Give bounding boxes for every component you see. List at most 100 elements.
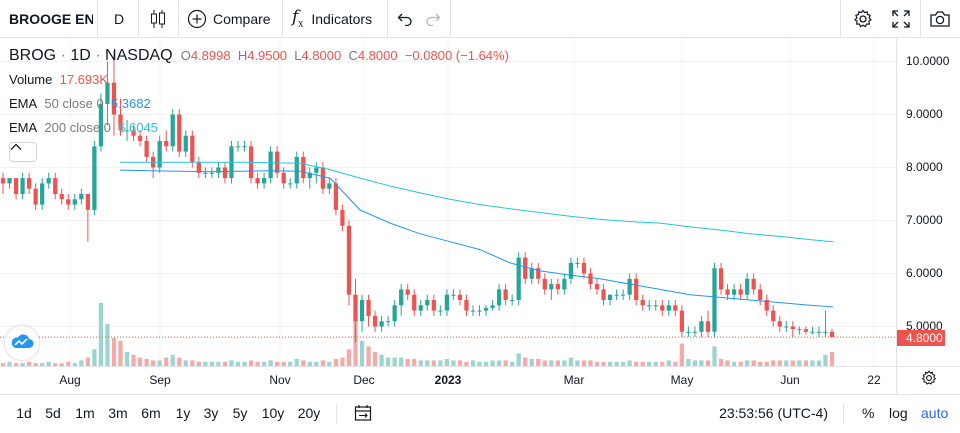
candle-body — [829, 331, 835, 338]
volume-bar — [614, 361, 619, 366]
candle-body — [275, 151, 280, 173]
symbol-search[interactable]: BROOGE EN — [9, 10, 93, 27]
volume-bar — [692, 360, 698, 366]
volume-bar — [510, 361, 515, 366]
timezone-clock[interactable]: 23:53:56 (UTC-4) — [719, 405, 828, 421]
range-1d[interactable]: 1d — [16, 405, 32, 421]
volume-bar — [20, 363, 25, 366]
fx-sub: x — [298, 19, 304, 30]
toolbar-divider — [138, 0, 139, 37]
candle-body — [137, 135, 143, 141]
settings-button[interactable] — [851, 0, 875, 37]
volume-bar — [731, 361, 737, 366]
cloud-logo-icon — [10, 333, 34, 354]
compare-button[interactable]: Compare — [187, 0, 271, 37]
volume-bar — [314, 361, 319, 366]
legend-separator: · — [60, 47, 66, 64]
volume-bar — [144, 359, 149, 366]
top-toolbar: BROOGE EN D Compare fx Indicators — [0, 0, 960, 38]
volume-bar — [490, 360, 495, 366]
ema50-legend[interactable]: EMA 50 close 0 5.3682 — [9, 96, 151, 111]
volume-bar — [346, 349, 352, 366]
fullscreen-button[interactable] — [890, 0, 912, 37]
range-5y[interactable]: 5y — [232, 405, 248, 421]
range-5d[interactable]: 5d — [45, 405, 61, 421]
volume-bar — [418, 360, 423, 366]
candle-body — [190, 135, 195, 163]
volume-legend[interactable]: Volume 17.693K — [9, 72, 108, 87]
ema200-legend[interactable]: EMA 200 close 0 6.6045 — [9, 120, 158, 135]
candle-body — [333, 183, 339, 210]
volume-bar — [392, 357, 397, 366]
range-20y[interactable]: 20y — [297, 405, 321, 421]
gear-icon — [853, 9, 873, 29]
range-3y[interactable]: 3y — [203, 405, 219, 421]
candle-body — [810, 331, 815, 333]
candle-body — [13, 178, 19, 194]
volume-bar — [92, 349, 97, 366]
high-value: 4.9500 — [247, 48, 287, 63]
candle-body — [699, 321, 704, 332]
volume-bar — [59, 363, 64, 366]
candle-body — [771, 310, 776, 322]
log-scale-toggle[interactable]: log — [889, 405, 908, 421]
volume-bar — [725, 360, 730, 366]
legend-ticker[interactable]: BROG — [9, 47, 57, 64]
close-value: 4.8000 — [357, 48, 398, 63]
volume-bar — [79, 360, 84, 366]
candle-body — [790, 326, 795, 330]
candle-body — [124, 130, 130, 132]
candle-body — [444, 294, 449, 311]
calendar-range-icon — [354, 405, 372, 425]
volume-bar — [137, 357, 143, 366]
candle-body — [320, 167, 325, 189]
volume-bar — [268, 360, 273, 366]
time-axis[interactable]: Aug Sep Nov Dec 2023 Mar May Jun 22 — [0, 366, 896, 394]
volume-bar — [594, 361, 600, 366]
volume-bar — [248, 360, 254, 366]
tradingview-logo-button[interactable] — [5, 326, 39, 360]
candle-body — [823, 331, 828, 333]
undo-button[interactable] — [394, 0, 416, 37]
price-chart[interactable] — [0, 38, 896, 366]
range-1y[interactable]: 1y — [175, 405, 191, 421]
volume-bar — [340, 357, 345, 366]
collapse-legend-button[interactable] — [9, 142, 37, 162]
chart-pane[interactable]: BROG · 1D · NASDAQ O4.8998 H4.9500 L4.80… — [0, 38, 896, 366]
time-tick: Mar — [563, 373, 585, 387]
ema200-value: 6.6045 — [118, 120, 158, 135]
candle-body — [777, 321, 782, 327]
candle-body — [379, 321, 384, 327]
undo-icon — [397, 12, 413, 26]
price-tick: 5.0000 — [906, 319, 943, 333]
price-axis[interactable]: 10.0000 9.0000 8.0000 7.0000 6.0000 5.00… — [896, 38, 960, 366]
open-value: 4.8998 — [190, 48, 231, 63]
volume-value: 17.693K — [59, 72, 109, 87]
go-to-date-button[interactable] — [354, 404, 372, 425]
volume-bar — [483, 361, 489, 366]
chart-type-button[interactable] — [146, 0, 170, 37]
candle-body — [144, 141, 149, 157]
candle-body — [738, 289, 743, 295]
range-6m[interactable]: 6m — [141, 405, 161, 421]
bottom-divider — [336, 404, 337, 424]
volume-bar — [281, 361, 286, 366]
volume-bar — [771, 360, 776, 366]
volume-bar — [705, 360, 711, 366]
percent-scale-toggle[interactable]: % — [862, 405, 875, 421]
time-tick: Jun — [780, 373, 800, 387]
interval-button[interactable]: D — [114, 10, 125, 27]
indicators-button[interactable]: fx Indicators — [292, 0, 372, 37]
axis-settings-button[interactable] — [896, 366, 960, 394]
candle-body — [647, 305, 652, 307]
range-1m[interactable]: 1m — [75, 405, 95, 421]
range-3m[interactable]: 3m — [108, 405, 128, 421]
redo-button[interactable] — [422, 0, 444, 37]
close-label: C — [348, 48, 358, 63]
candle-body — [725, 289, 730, 295]
snapshot-button[interactable] — [928, 0, 952, 37]
range-10y[interactable]: 10y — [261, 405, 285, 421]
candle-body — [346, 225, 352, 295]
auto-scale-toggle[interactable]: auto — [921, 405, 949, 421]
candle-body — [483, 307, 489, 311]
